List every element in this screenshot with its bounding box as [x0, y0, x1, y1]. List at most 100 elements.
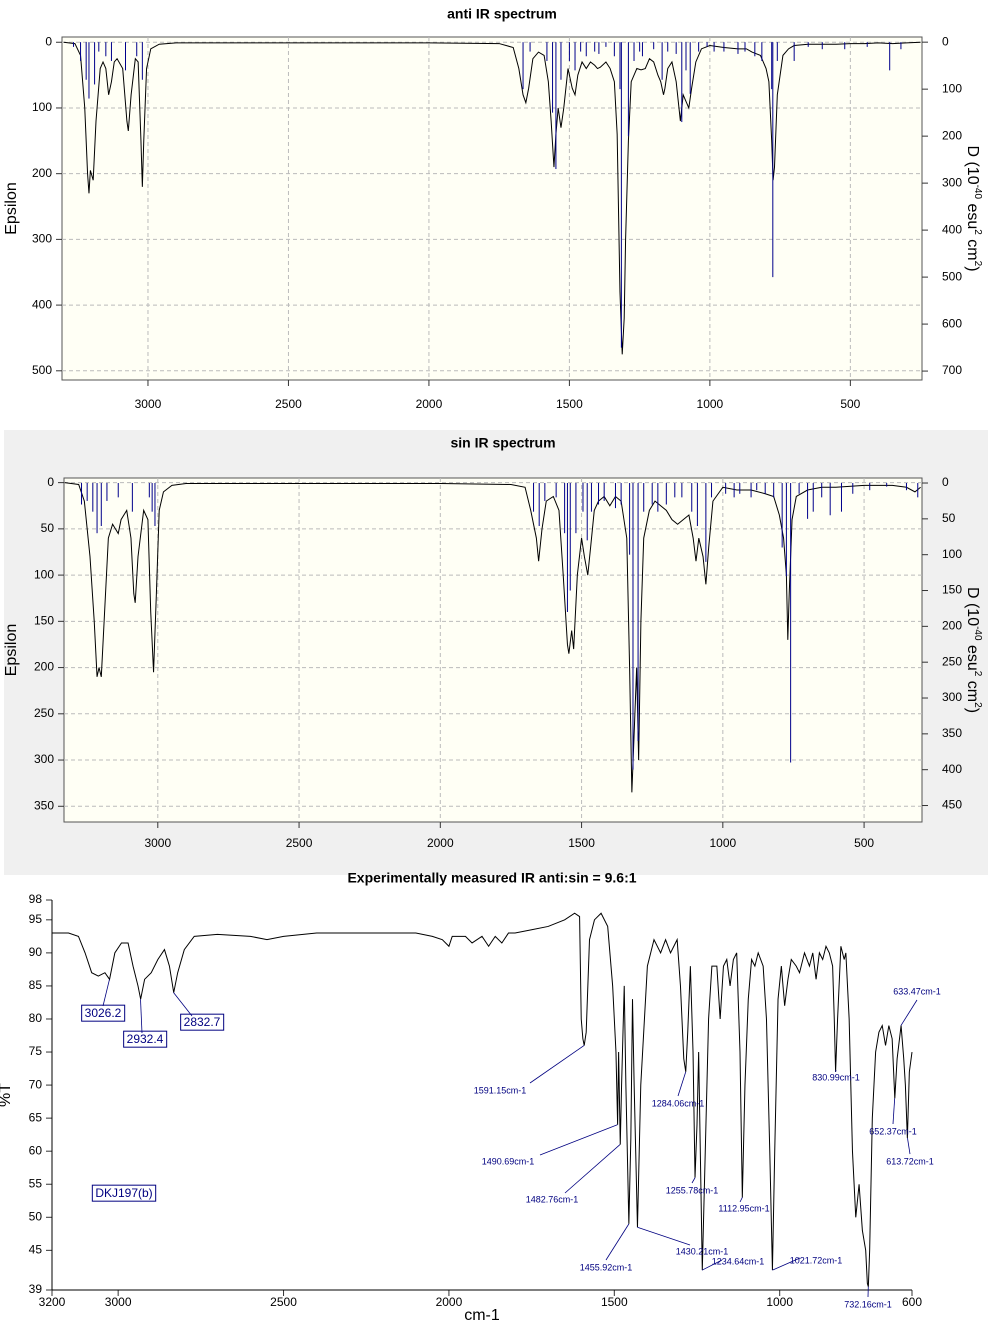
annotation-label: 1255.78cm-1	[666, 1185, 719, 1195]
annotation-label: 1455.92cm-1	[580, 1262, 633, 1272]
annotation-leader	[173, 992, 193, 1017]
annotation-leader	[677, 1071, 687, 1097]
x-tick-label: 1000	[766, 1295, 793, 1309]
annotation-leader	[564, 1144, 621, 1194]
annotation-leader	[140, 999, 143, 1034]
chart-title: sin IR spectrum	[450, 435, 555, 451]
x-tick-label: 3200	[39, 1295, 66, 1309]
x-tick-label: 1000	[697, 397, 724, 411]
annotation-label: 732.16cm-1	[844, 1299, 892, 1309]
x-tick-label: 2000	[416, 397, 443, 411]
y2-label-part: esu	[964, 199, 981, 229]
annotation-label: 1284.06cm-1	[652, 1098, 705, 1108]
x-tick-label: 2000	[436, 1295, 463, 1309]
annotation-label: 613.72cm-1	[886, 1156, 934, 1166]
y2-tick-label: 300	[942, 175, 962, 189]
annotation-leader	[900, 999, 918, 1026]
spectrum-line	[52, 912, 913, 1287]
y-tick-label: 0	[47, 475, 54, 489]
annotation-box	[91, 1184, 157, 1202]
y2-label-part: -40	[972, 626, 983, 641]
x-tick-label: 1000	[709, 836, 736, 850]
annotation-label: 1591.15cm-1	[474, 1085, 527, 1095]
y2-label-part: esu	[964, 641, 981, 671]
y-tick-label: 98	[29, 892, 43, 906]
annotation-leader	[739, 1197, 743, 1203]
y2-tick-label: 100	[942, 81, 962, 95]
annotation-leader	[605, 1223, 630, 1261]
annotation-leader	[637, 1226, 691, 1246]
y-tick-label: 300	[34, 752, 54, 766]
x-tick-label: 1500	[568, 836, 595, 850]
y-axis-label: Epsilon	[3, 182, 20, 234]
y2-label-part: 2	[972, 229, 983, 235]
annotation-leader	[102, 979, 110, 1007]
y2-tick-label: 50	[942, 511, 956, 525]
annotation-label: 1234.64cm-1	[712, 1256, 765, 1266]
y-tick-label: 100	[34, 567, 54, 581]
y2-tick-label: 250	[942, 654, 962, 668]
annotation-label: 633.47cm-1	[893, 986, 941, 996]
annotation-label: 1490.69cm-1	[482, 1156, 535, 1166]
x-axis-label: cm-1	[464, 1307, 500, 1324]
annotation-label: 1112.95cm-1	[718, 1203, 769, 1213]
x-tick-label: 600	[902, 1295, 922, 1309]
y-tick-label: 39	[29, 1282, 43, 1296]
y2-label-part: 2	[972, 261, 983, 267]
x-tick-label: 500	[840, 397, 860, 411]
annotation-label: 830.99cm-1	[812, 1072, 860, 1082]
x-tick-label: 3000	[144, 836, 171, 850]
annotation-box	[180, 1013, 225, 1031]
annotation-label: 1021.72cm-1	[790, 1255, 843, 1265]
annotation-label: 1482.76cm-1	[526, 1194, 579, 1204]
y2-tick-label: 0	[942, 34, 949, 48]
annotation-leader	[539, 1124, 618, 1156]
y2-tick-label: 600	[942, 316, 962, 330]
y2-label-part: cm	[964, 235, 981, 261]
x-tick-label: 2500	[286, 836, 313, 850]
y-tick-label: 85	[29, 978, 43, 992]
annotation-leader	[691, 1177, 696, 1184]
y2-label-part: cm	[964, 676, 981, 702]
y-tick-label: 70	[29, 1077, 43, 1091]
y2-label-part: )	[964, 266, 981, 271]
y2-tick-label: 400	[942, 762, 962, 776]
annotation-label: 2832.7	[184, 1015, 221, 1029]
annotation-leader	[529, 1045, 585, 1084]
annotation-box	[123, 1030, 168, 1048]
y2-tick-label: 300	[942, 690, 962, 704]
annotation-label: 1430.21cm-1	[676, 1246, 729, 1256]
annotation-leader	[892, 1098, 896, 1125]
y-tick-label: 250	[34, 706, 54, 720]
y2-label-part: )	[964, 708, 981, 713]
y2-tick-label: 200	[942, 619, 962, 633]
plot-area	[63, 477, 923, 823]
y-axis-label: %T	[0, 1083, 14, 1107]
y-tick-label: 95	[29, 912, 43, 926]
y2-label-part: -40	[972, 185, 983, 200]
y2-axis-label: D (10-40 esu2 cm2)	[964, 145, 983, 271]
y2-label-part: 2	[972, 702, 983, 708]
x-tick-label: 1500	[601, 1295, 628, 1309]
y-tick-label: 0	[45, 34, 52, 48]
annotation-label: 652.37cm-1	[869, 1126, 917, 1136]
y-tick-label: 100	[32, 100, 52, 114]
y2-tick-label: 100	[942, 547, 962, 561]
x-tick-label: 3000	[135, 397, 162, 411]
y-tick-label: 350	[34, 798, 54, 812]
annotation-label: 3026.2	[85, 1006, 122, 1020]
chart-title: Experimentally measured IR anti:sin = 9.…	[347, 870, 636, 886]
y2-label-part: D (10	[964, 145, 981, 184]
y-tick-label: 65	[29, 1110, 43, 1124]
y-tick-label: 200	[32, 166, 52, 180]
y2-tick-label: 700	[942, 363, 962, 377]
y2-tick-label: 400	[942, 222, 962, 236]
y-tick-label: 300	[32, 232, 52, 246]
y2-axis-label: D (10-40 esu2 cm2)	[964, 587, 983, 713]
x-tick-label: 500	[854, 836, 874, 850]
y-tick-label: 55	[29, 1176, 43, 1190]
annotation-box	[81, 1004, 126, 1022]
chart-title: anti IR spectrum	[447, 6, 557, 22]
y2-label-part: D (10	[964, 587, 981, 626]
